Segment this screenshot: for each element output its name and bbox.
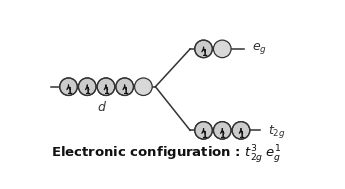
Ellipse shape <box>214 40 231 58</box>
Text: Electronic configuration : $t_{2g}^3\;e_g^1$: Electronic configuration : $t_{2g}^3\;e_… <box>51 143 282 165</box>
Text: 1: 1 <box>200 131 207 140</box>
Text: $t_{2g}$: $t_{2g}$ <box>268 123 285 140</box>
Text: 1: 1 <box>103 87 109 96</box>
Text: 1: 1 <box>84 87 90 96</box>
Text: 1: 1 <box>66 87 71 96</box>
Ellipse shape <box>195 122 213 139</box>
Ellipse shape <box>78 78 96 95</box>
Ellipse shape <box>60 78 77 95</box>
Text: 1: 1 <box>219 131 225 140</box>
Text: 1: 1 <box>238 131 244 140</box>
Text: 1: 1 <box>200 49 207 58</box>
Text: $d$: $d$ <box>97 100 107 114</box>
Ellipse shape <box>97 78 115 95</box>
Ellipse shape <box>116 78 134 95</box>
Ellipse shape <box>232 122 250 139</box>
Ellipse shape <box>195 40 213 58</box>
Ellipse shape <box>135 78 152 95</box>
Ellipse shape <box>214 122 231 139</box>
Text: 1: 1 <box>122 87 128 96</box>
Text: $e_g$: $e_g$ <box>252 41 267 56</box>
